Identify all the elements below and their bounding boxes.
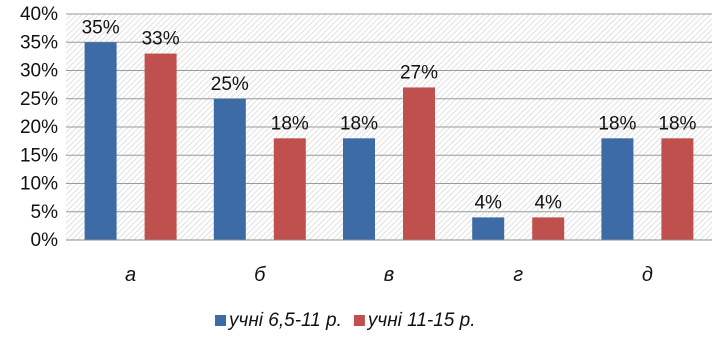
x-category-label: а: [125, 264, 136, 286]
y-tick-label: 10%: [20, 174, 58, 195]
y-tick-label: 25%: [20, 89, 58, 110]
x-category-label: в: [384, 264, 394, 286]
data-label: 18%: [271, 113, 309, 134]
y-tick-label: 35%: [20, 32, 58, 53]
data-label: 18%: [658, 113, 696, 134]
bar: [532, 217, 565, 240]
legend-label: учні 11-15 р.: [366, 310, 476, 331]
y-tick-label: 0%: [31, 230, 59, 251]
data-label: 35%: [82, 17, 120, 38]
bar: [661, 138, 694, 240]
bar: [472, 217, 505, 240]
y-tick-label: 20%: [20, 117, 58, 138]
data-label: 4%: [474, 192, 502, 213]
legend-swatch: [215, 315, 226, 326]
data-label: 18%: [598, 113, 636, 134]
x-category-label: д: [642, 264, 653, 286]
y-tick-label: 40%: [20, 4, 58, 25]
category-labels: а б в г д: [125, 264, 653, 286]
bar: [601, 138, 634, 240]
data-labels: 35% 33% 25% 18% 18% 27% 4% 4% 18% 18%: [82, 17, 697, 213]
bar: [144, 53, 177, 240]
legend: учні 6,5-11 р. учні 11-15 р.: [215, 310, 476, 331]
legend-swatch: [353, 315, 365, 326]
x-category-label: б: [254, 264, 266, 286]
bar: [343, 138, 375, 240]
data-label: 25%: [211, 74, 249, 95]
x-category-label: г: [513, 264, 523, 286]
data-label: 18%: [340, 113, 378, 134]
data-label: 33%: [142, 29, 180, 50]
bar: [403, 87, 435, 240]
legend-label: учні 6,5-11 р.: [227, 310, 342, 331]
bar: [84, 42, 117, 240]
data-label: 27%: [400, 62, 438, 83]
y-tick-label: 5%: [31, 202, 59, 223]
y-tick-label: 15%: [20, 145, 58, 166]
bar: [213, 98, 246, 240]
bars: [84, 42, 694, 240]
bar: [273, 138, 306, 240]
y-tick-label: 30%: [20, 61, 58, 82]
y-axis-ticks: 0% 5% 10% 15% 20% 25% 30% 35% 40%: [20, 4, 58, 251]
data-label: 4%: [534, 192, 562, 213]
